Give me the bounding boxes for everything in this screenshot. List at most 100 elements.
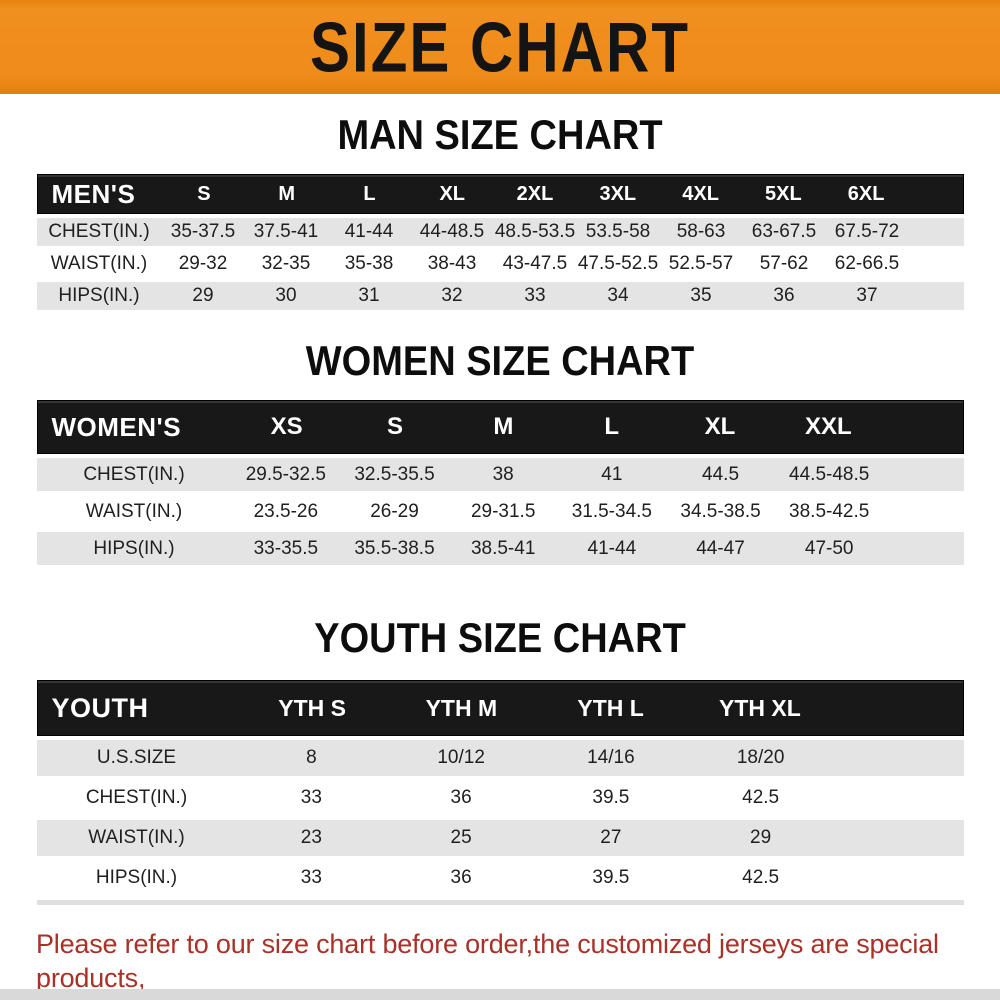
cell: 36 — [450, 787, 472, 808]
womens-size-table: WOMEN'S XS S M L XL XXL CHEST(IN.) 29.5-… — [36, 400, 964, 565]
cell: 52.5-57 — [668, 253, 734, 274]
cell: 44.5-48.5 — [789, 463, 870, 485]
youth-size-header: YTH XL — [718, 694, 801, 721]
cell: 27 — [600, 827, 622, 848]
womens-size-header: L — [604, 413, 619, 440]
cell: 53.5-58 — [585, 221, 651, 242]
size-chart-banner: SIZE CHART — [0, 0, 1000, 94]
cell: 29.5-32.5 — [245, 463, 326, 485]
mens-size-header: XL — [439, 182, 466, 205]
cell: 32-35 — [261, 253, 311, 274]
youth-table-header-row: YOUTH YTH S YTH M YTH L YTH XL — [36, 680, 964, 736]
mens-size-table: MEN'S S M L XL 2XL 3XL 4XL 5XL 6XL CHEST… — [36, 174, 964, 310]
cell: 18/20 — [736, 747, 785, 768]
cell: 67.5-72 — [834, 221, 900, 242]
cell: 38.5-42.5 — [789, 500, 870, 522]
cell: 58-63 — [676, 221, 726, 242]
cell: 38-43 — [427, 253, 477, 274]
cell: 44-47 — [696, 537, 745, 559]
cell: 37.5-41 — [253, 221, 319, 242]
cell: 62-66.5 — [834, 253, 900, 274]
mens-size-header: L — [363, 182, 376, 205]
cell: 39.5 — [592, 787, 630, 808]
cell: 26-29 — [370, 500, 419, 522]
womens-size-header: XS — [270, 413, 303, 440]
cell: 48.5-53.5 — [494, 221, 576, 242]
cell: 44.5 — [702, 463, 740, 485]
cell: 41 — [601, 463, 623, 485]
cell: 23.5-26 — [253, 500, 319, 522]
cell: 41-44 — [344, 221, 394, 242]
cell: 57-62 — [759, 253, 809, 274]
cell: 41-44 — [587, 537, 637, 559]
mens-table-label: MEN'S — [51, 178, 136, 209]
cell: 36 — [450, 867, 472, 888]
cell: 43-47.5 — [502, 253, 568, 274]
cell: 38 — [492, 463, 514, 485]
cell: 33-35.5 — [253, 537, 319, 559]
women-section-heading: WOMEN SIZE CHART — [305, 338, 695, 386]
table-bottom-strip — [36, 900, 964, 905]
table-row-chest: CHEST(IN.) 35-37.5 37.5-41 41-44 44-48.5… — [36, 218, 964, 246]
cell: 35-38 — [344, 253, 394, 274]
cell: 35.5-38.5 — [354, 537, 435, 559]
row-label: CHEST(IN.) — [83, 463, 185, 485]
cell: 42.5 — [742, 787, 780, 808]
table-row-hips: HIPS(IN.) 33 36 39.5 42.5 — [36, 860, 964, 896]
mens-size-header: 2XL — [516, 182, 554, 205]
cell: 29-31.5 — [470, 500, 536, 522]
cell: 25 — [450, 827, 472, 848]
cell: 32.5-35.5 — [354, 463, 435, 485]
mens-size-header: 3XL — [599, 182, 637, 205]
cell: 29-32 — [178, 253, 228, 274]
mens-size-header: 4XL — [682, 182, 719, 205]
cell: 34 — [607, 285, 629, 306]
row-label: U.S.SIZE — [96, 747, 177, 768]
table-row-chest: CHEST(IN.) 29.5-32.5 32.5-35.5 38 41 44.… — [36, 458, 964, 491]
table-row-chest: CHEST(IN.) 33 36 39.5 42.5 — [36, 780, 964, 816]
womens-size-header: M — [493, 413, 514, 440]
youth-size-table: YOUTH YTH S YTH M YTH L YTH XL U.S.SIZE … — [36, 680, 964, 905]
womens-table-header-row: WOMEN'S XS S M L XL XXL — [36, 400, 964, 454]
cell: 39.5 — [592, 867, 630, 888]
cell: 44-48.5 — [419, 221, 485, 242]
cell: 34.5-38.5 — [680, 500, 761, 522]
cell: 29 — [192, 285, 214, 306]
mens-table-header-row: MEN'S S M L XL 2XL 3XL 4XL 5XL 6XL — [36, 174, 964, 214]
cell: 36 — [773, 285, 795, 306]
bottom-edge-strip — [0, 989, 1000, 1000]
womens-table-label: WOMEN'S — [51, 411, 182, 442]
cell: 35-37.5 — [170, 221, 236, 242]
cell: 31.5-34.5 — [571, 500, 652, 522]
row-label: HIPS(IN.) — [58, 285, 140, 306]
row-label: WAIST(IN.) — [88, 827, 185, 848]
table-row-hips: HIPS(IN.) 33-35.5 35.5-38.5 38.5-41 41-4… — [36, 532, 964, 565]
cell: 32 — [441, 285, 463, 306]
table-row-waist: WAIST(IN.) 23 25 27 29 — [36, 820, 964, 856]
womens-size-header: S — [386, 413, 403, 440]
row-label: HIPS(IN.) — [93, 537, 175, 559]
table-row-waist: WAIST(IN.) 23.5-26 26-29 29-31.5 31.5-34… — [36, 495, 964, 528]
cell: 33 — [300, 787, 322, 808]
mens-size-header: 5XL — [765, 182, 802, 205]
row-label: WAIST(IN.) — [85, 500, 183, 522]
row-label: CHEST(IN.) — [48, 221, 150, 242]
cell: 10/12 — [437, 747, 485, 768]
table-row-us-size: U.S.SIZE 8 10/12 14/16 18/20 — [36, 740, 964, 776]
cell: 38.5-41 — [470, 537, 536, 559]
womens-size-header: XXL — [804, 413, 852, 440]
mens-size-header: S — [197, 182, 211, 205]
cell: 23 — [300, 827, 322, 848]
cell: 33 — [300, 867, 322, 888]
cell: 14/16 — [587, 747, 635, 768]
youth-section-heading: YOUTH SIZE CHART — [314, 615, 686, 663]
man-section-heading: MAN SIZE CHART — [337, 112, 663, 160]
cell: 63-67.5 — [751, 221, 817, 242]
cell: 33 — [524, 285, 546, 306]
youth-size-header: YTH L — [577, 694, 644, 721]
page-title: SIZE CHART — [310, 7, 690, 87]
row-label: CHEST(IN.) — [85, 787, 188, 808]
cell: 37 — [856, 285, 878, 306]
disclaimer-line-1: Please refer to our size chart before or… — [36, 929, 939, 993]
cell: 42.5 — [742, 867, 780, 888]
